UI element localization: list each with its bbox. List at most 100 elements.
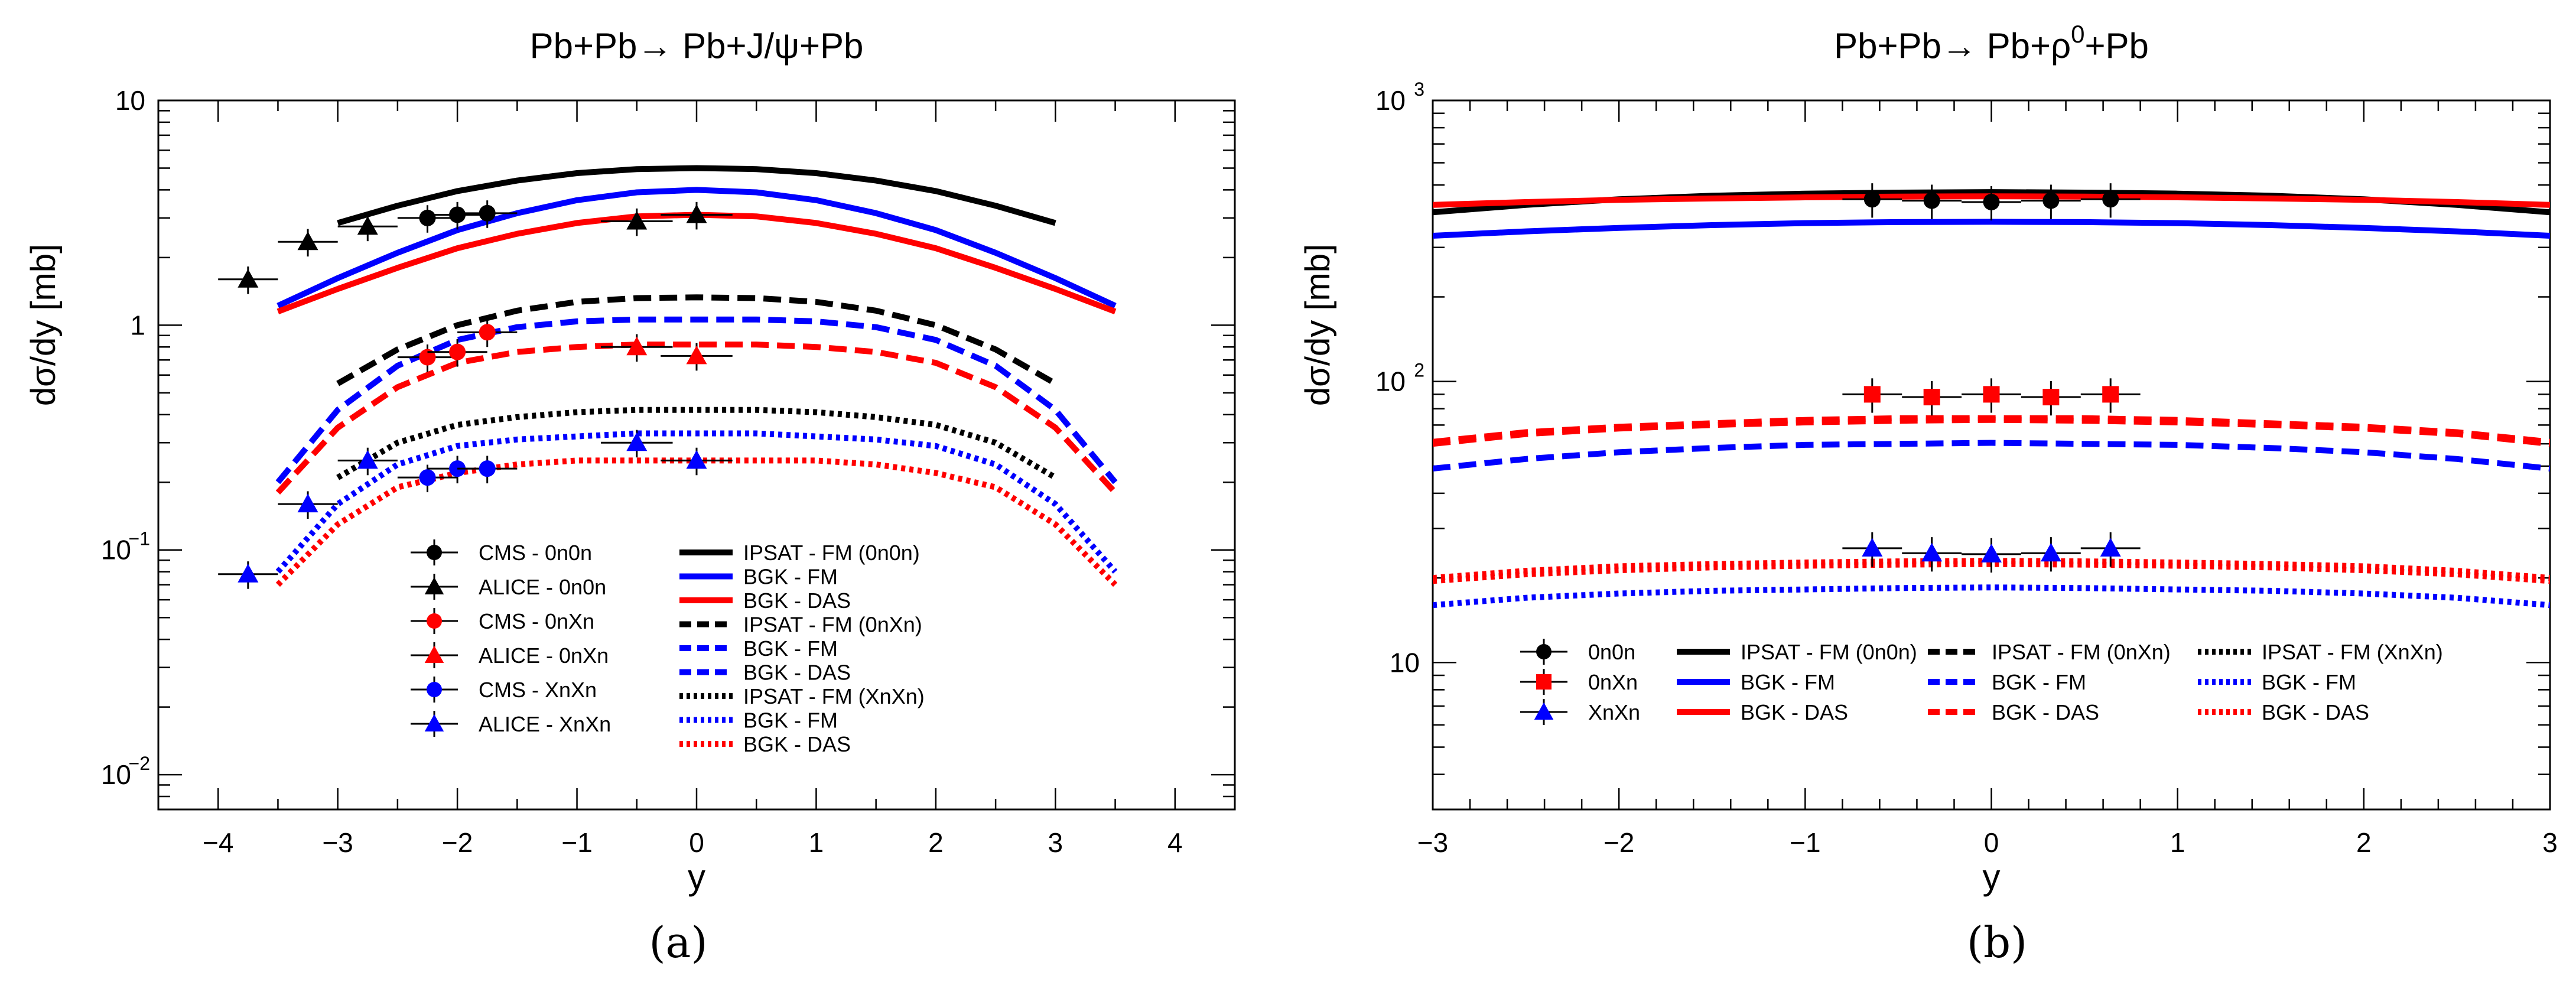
- legend-label: BGK - DAS: [1992, 700, 2099, 724]
- x-tick-label: 3: [1048, 827, 1063, 858]
- legend-label: BGK - FM: [743, 708, 838, 733]
- legend-label: ALICE - 0nXn: [479, 643, 609, 668]
- legend-label: CMS - 0n0n: [479, 541, 592, 565]
- legend-label: BGK - DAS: [743, 588, 851, 613]
- data-point-triangle: [357, 450, 378, 469]
- legend-label: BGK - FM: [743, 565, 838, 589]
- x-axis-label: y: [688, 857, 705, 897]
- curve-bgk-fm-solid: [1433, 219, 2550, 239]
- legend-label: 0nXn: [1588, 670, 1638, 694]
- data-point-circle: [479, 460, 496, 477]
- data-point-triangle: [297, 231, 318, 251]
- curve-ipsat-fm-0n0n-solid: [337, 165, 1056, 226]
- x-tick-label: 1: [2170, 827, 2185, 858]
- data-point-triangle: [686, 450, 707, 469]
- legend-label: IPSAT - FM (XnXn): [2262, 640, 2443, 664]
- curve-bgk-das-dashed: [275, 342, 1118, 495]
- curve-bgk-das-dashed: [1433, 417, 2550, 447]
- y-tick-label: 1: [130, 310, 145, 340]
- legend-label: BGK - FM: [743, 636, 838, 661]
- data-point-circle: [449, 206, 466, 223]
- x-tick-label: 0: [1984, 827, 1999, 858]
- x-tick-label: −1: [1790, 827, 1820, 858]
- chart-title-superscript: 0: [2071, 20, 2084, 48]
- x-tick-label: −1: [561, 827, 592, 858]
- data-point-triangle: [238, 564, 259, 583]
- y-tick-label-exponent: −2: [129, 753, 150, 774]
- chart-title: Pb+Pb→ Pb+ρ0+Pb: [1834, 20, 2149, 66]
- legend-label: IPSAT - FM (0n0n): [743, 541, 920, 565]
- curve-bgk-fm-dotted: [275, 430, 1118, 574]
- legend-label: BGK - FM: [2262, 670, 2356, 694]
- y-tick-label-exponent: 2: [1414, 360, 1424, 381]
- data-point-triangle: [686, 204, 707, 223]
- caption-a: (a): [649, 918, 707, 967]
- x-tick-label: −2: [1604, 827, 1634, 858]
- data-point-triangle: [2100, 538, 2121, 557]
- legend-marker: [424, 577, 444, 594]
- data-point-triangle: [2040, 542, 2061, 562]
- caption-b: (b): [1967, 918, 2027, 967]
- x-tick-label: 3: [2542, 827, 2558, 858]
- data-point-circle: [2042, 192, 2060, 209]
- legend-label: ALICE - 0n0n: [479, 575, 606, 599]
- x-tick-label: −2: [442, 827, 473, 858]
- data-points: [218, 200, 733, 589]
- y-tick-label-exponent: −1: [129, 528, 150, 549]
- data-point-circle: [479, 324, 496, 341]
- x-tick-label: −3: [1417, 827, 1448, 858]
- x-tick-label: −3: [322, 827, 353, 858]
- y-tick-label: 10: [101, 759, 131, 790]
- legend-marker: [424, 645, 444, 663]
- x-tick-label: 2: [2356, 827, 2372, 858]
- legend-marker: [427, 613, 442, 629]
- y-tick-label: 10: [1375, 85, 1406, 116]
- legend-marker: [427, 545, 442, 560]
- data-point-triangle: [686, 345, 707, 365]
- chart-title-part: Pb+Pb→ Pb+ρ: [1834, 26, 2071, 66]
- x-tick-label: 4: [1167, 827, 1183, 858]
- legend-label: BGK - DAS: [743, 661, 851, 685]
- data-point-triangle: [1921, 542, 1943, 562]
- legend-label: BGK - FM: [1741, 670, 1835, 694]
- legend-label: BGK - DAS: [743, 732, 851, 756]
- legend-label: IPSAT - FM (0nXn): [743, 613, 922, 637]
- data-point-triangle: [626, 336, 648, 356]
- legend-label: IPSAT - FM (0n0n): [1741, 640, 1917, 664]
- x-tick-label: −4: [203, 827, 233, 858]
- chart-title: Pb+Pb→ Pb+J/ψ+Pb: [530, 26, 864, 66]
- x-tick-label: 2: [928, 827, 944, 858]
- x-tick-label: 0: [689, 827, 704, 858]
- y-tick-label: 10: [1375, 366, 1406, 397]
- data-point-triangle: [626, 210, 648, 230]
- curve-bgk-das-dotted: [275, 457, 1118, 587]
- legend-label: BGK - DAS: [1741, 700, 1848, 724]
- data-point-square: [1983, 386, 2000, 403]
- data-point-circle: [1923, 192, 1940, 209]
- data-point-square: [1923, 389, 1940, 406]
- legend-label: BGK - DAS: [2262, 700, 2369, 724]
- chart-title-part: +Pb: [2084, 26, 2148, 66]
- data-point-triangle: [1862, 538, 1883, 557]
- y-tick-label-exponent: 3: [1414, 79, 1424, 100]
- x-tick-label: 1: [809, 827, 824, 858]
- y-axis-label: dσ/dy [mb]: [24, 244, 63, 406]
- legend-label: CMS - XnXn: [479, 678, 597, 702]
- legend-label: ALICE - XnXn: [479, 712, 611, 736]
- legend: CMS - 0n0n ALICE - 0n0n CMS - 0nXn ALICE - …: [411, 539, 925, 756]
- data-point-triangle: [297, 493, 318, 513]
- legend-label: XnXn: [1588, 700, 1640, 724]
- legend-marker: [424, 714, 444, 731]
- curve-bgk-fm-dashed: [1433, 440, 2550, 472]
- legend-label: 0n0n: [1588, 640, 1635, 664]
- legend-label: CMS - 0nXn: [479, 609, 594, 633]
- data-point-triangle: [357, 216, 378, 235]
- data-point-circle: [449, 343, 466, 360]
- data-point-square: [2042, 389, 2060, 406]
- panel-a: Pb+Pb→ Pb+J/ψ+Pb y dσ/dy [mb] −4 −3 −2 −1 0 1 2 3 4…: [24, 26, 1236, 897]
- legend-marker: [1536, 644, 1552, 659]
- data-point-circle: [419, 209, 436, 226]
- curve-ipsat-fm-0nxn-dashed: [336, 294, 1057, 386]
- data-point-circle: [479, 204, 496, 222]
